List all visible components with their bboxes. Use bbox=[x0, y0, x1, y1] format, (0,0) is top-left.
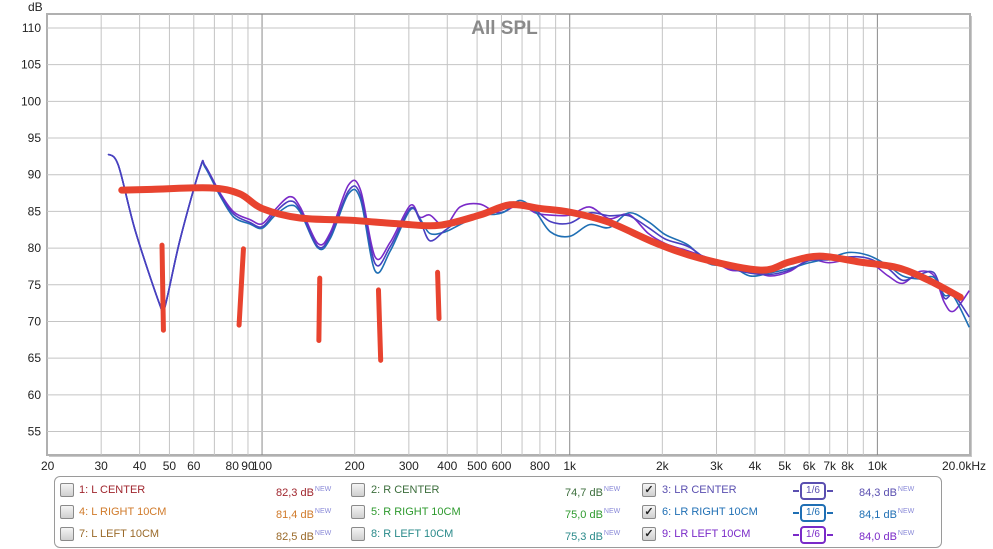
y-tick-label: 85 bbox=[28, 204, 42, 218]
x-tick-label: 20,0kHz bbox=[942, 459, 986, 470]
y-tick-label: 110 bbox=[22, 21, 41, 35]
measurement-label[interactable]: 1: L CENTER bbox=[79, 484, 146, 496]
x-tick-label: 600 bbox=[491, 459, 511, 470]
y-tick-label: 55 bbox=[28, 425, 42, 439]
x-tick-label: 50 bbox=[163, 459, 177, 470]
annotation-dip-mark bbox=[236, 246, 246, 328]
y-tick-label: 60 bbox=[28, 388, 42, 402]
checkbox-9[interactable]: ✓ bbox=[642, 527, 656, 541]
y-axis-label: dB bbox=[28, 0, 43, 14]
checkbox-2[interactable] bbox=[351, 483, 365, 497]
x-tick-label: 6k bbox=[803, 459, 817, 470]
x-tick-label: 1k bbox=[563, 459, 577, 470]
x-tick-label: 5k bbox=[778, 459, 792, 470]
x-tick-label: 60 bbox=[187, 459, 201, 470]
checkbox-7[interactable] bbox=[60, 527, 74, 541]
measurement-level: 75,0 dBNEW bbox=[565, 508, 621, 521]
checkbox-5[interactable] bbox=[351, 505, 365, 519]
x-tick-label: 400 bbox=[437, 459, 457, 470]
measurement-level: 74,7 dBNEW bbox=[565, 486, 621, 499]
annotation-dip-mark bbox=[375, 287, 384, 363]
x-tick-label: 8k bbox=[841, 459, 855, 470]
x-tick-label: 20 bbox=[41, 459, 55, 470]
x-tick-label: 4k bbox=[749, 459, 763, 470]
checkbox-3[interactable]: ✓ bbox=[642, 483, 656, 497]
y-tick-label: 95 bbox=[28, 131, 42, 145]
y-tick-label: 105 bbox=[21, 58, 41, 72]
smoothing-button[interactable]: 1/6 bbox=[793, 526, 833, 544]
x-tick-label: 300 bbox=[399, 459, 419, 470]
x-tick-label: 10k bbox=[868, 459, 888, 470]
y-tick-label: 100 bbox=[21, 94, 41, 108]
measurement-level: 82,3 dBNEW bbox=[276, 486, 332, 499]
checkbox-1[interactable] bbox=[60, 483, 74, 497]
x-tick-label: 100 bbox=[252, 459, 272, 470]
chart-title: All SPL bbox=[471, 18, 538, 39]
checkbox-4[interactable] bbox=[60, 505, 74, 519]
measurement-level: 84,1 dBNEW bbox=[859, 508, 915, 521]
y-tick-label: 70 bbox=[28, 314, 42, 328]
annotation-dip-mark bbox=[316, 275, 323, 344]
x-tick-label: 40 bbox=[133, 459, 147, 470]
annotation-dip-mark bbox=[159, 242, 166, 333]
y-tick-label: 65 bbox=[28, 351, 42, 365]
x-tick-label: 7k bbox=[823, 459, 837, 470]
annotation-dip-mark bbox=[435, 269, 442, 322]
x-tick-label: 90 bbox=[241, 459, 255, 470]
legend-row: 7: L LEFT 10CM 82,5 dBNEW 8: R LEFT 10CM… bbox=[55, 524, 941, 544]
measurement-label[interactable]: 7: L LEFT 10CM bbox=[79, 528, 160, 540]
measurement-label[interactable]: 2: R CENTER bbox=[371, 484, 440, 496]
x-tick-label: 800 bbox=[530, 459, 550, 470]
measurement-level: 81,4 dBNEW bbox=[276, 508, 332, 521]
measurement-label[interactable]: 4: L RIGHT 10CM bbox=[79, 506, 167, 518]
measurement-level: 75,3 dBNEW bbox=[565, 530, 621, 543]
y-tick-label: 75 bbox=[28, 278, 42, 292]
checkbox-6[interactable]: ✓ bbox=[642, 505, 656, 519]
smoothing-button[interactable]: 1/6 bbox=[793, 482, 833, 500]
measurement-label[interactable]: 5: R RIGHT 10CM bbox=[371, 506, 461, 518]
y-tick-label: 90 bbox=[28, 168, 42, 182]
smoothing-button[interactable]: 1/6 bbox=[793, 504, 833, 522]
x-tick-label: 2k bbox=[656, 459, 670, 470]
x-tick-label: 3k bbox=[710, 459, 724, 470]
legend-row: 1: L CENTER 82,3 dBNEW 2: R CENTER 74,7 … bbox=[55, 480, 941, 500]
annotation-trend-stroke bbox=[118, 184, 964, 301]
x-tick-label: 500 bbox=[467, 459, 487, 470]
plot-area bbox=[46, 13, 971, 456]
checkbox-8[interactable] bbox=[351, 527, 365, 541]
x-tick-label: 80 bbox=[226, 459, 240, 470]
measurement-level: 84,3 dBNEW bbox=[859, 486, 915, 499]
measurement-label[interactable]: 6: LR RIGHT 10CM bbox=[662, 506, 758, 518]
legend-panel: 1: L CENTER 82,3 dBNEW 2: R CENTER 74,7 … bbox=[54, 476, 942, 548]
y-tick-label: 80 bbox=[28, 241, 42, 255]
x-tick-label: 30 bbox=[94, 459, 108, 470]
measurement-label[interactable]: 9: LR LEFT 10CM bbox=[662, 528, 751, 540]
measurement-level: 84,0 dBNEW bbox=[859, 530, 915, 543]
measurement-level: 82,5 dBNEW bbox=[276, 530, 332, 543]
measurement-label[interactable]: 3: LR CENTER bbox=[662, 484, 737, 496]
legend-row: 4: L RIGHT 10CM 81,4 dBNEW 5: R RIGHT 10… bbox=[55, 502, 941, 522]
x-tick-label: 200 bbox=[345, 459, 365, 470]
measurement-label[interactable]: 8: R LEFT 10CM bbox=[371, 528, 454, 540]
